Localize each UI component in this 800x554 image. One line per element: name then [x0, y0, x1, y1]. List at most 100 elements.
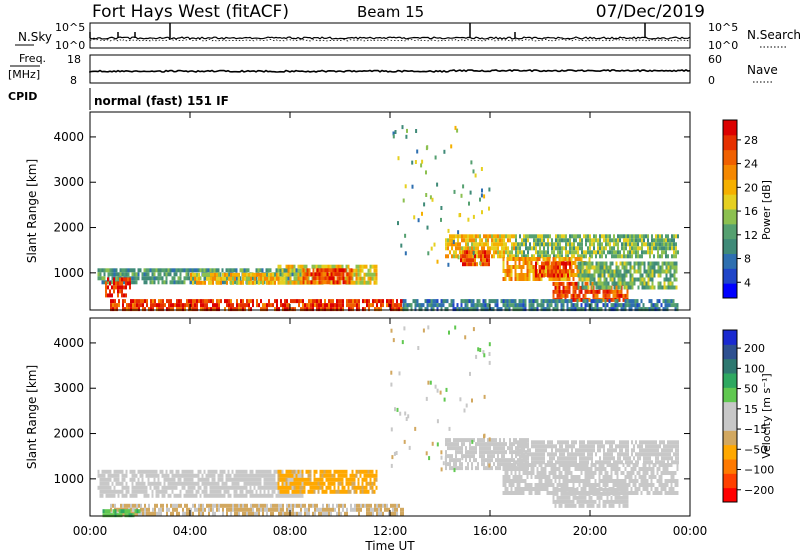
data-cell: [471, 462, 473, 467]
data-cell: [307, 481, 310, 486]
data-cell: [495, 242, 497, 247]
data-cell: [322, 276, 325, 281]
data-cell: [157, 268, 160, 273]
data-cell: [535, 234, 537, 239]
data-cell: [325, 489, 328, 494]
data-cell: [135, 493, 138, 498]
data-cell: [340, 503, 342, 508]
data-cell: [277, 477, 280, 482]
data-cell: [339, 264, 342, 269]
data-cell: [141, 473, 144, 478]
data-cell: [466, 250, 468, 255]
data-cell: [421, 211, 423, 216]
data-cell: [569, 452, 571, 457]
data-cell: [547, 460, 549, 465]
data-cell: [420, 163, 423, 168]
data-cell: [550, 277, 553, 281]
data-cell: [667, 456, 669, 461]
data-cell: [449, 454, 451, 459]
data-cell: [607, 285, 610, 290]
data-cell: [615, 250, 617, 255]
data-cell: [317, 485, 320, 490]
data-cell: [503, 234, 505, 239]
data-cell: [634, 307, 637, 312]
data-cell: [168, 507, 170, 512]
data-cell: [235, 481, 238, 486]
data-cell: [651, 261, 654, 266]
data-cell: [541, 448, 543, 453]
data-cell: [310, 307, 312, 312]
data-cell: [517, 462, 519, 467]
data-cell: [117, 285, 119, 290]
data-cell: [570, 281, 573, 286]
data-cell: [414, 303, 417, 308]
data-cell: [125, 473, 128, 478]
data-cell: [208, 276, 210, 281]
data-cell: [574, 293, 577, 298]
data-cell: [527, 238, 529, 243]
data-cell: [573, 238, 575, 243]
data-cell: [614, 479, 617, 483]
data-cell: [185, 272, 188, 277]
data-cell: [533, 234, 535, 239]
data-cell: [185, 489, 188, 494]
data-cell: [560, 277, 563, 281]
data-cell: [239, 268, 242, 273]
data-cell: [141, 272, 144, 277]
data-cell: [312, 303, 314, 308]
data-cell: [336, 280, 339, 285]
data-cell: [518, 483, 521, 487]
data-cell: [557, 273, 559, 278]
data-cell: [647, 281, 650, 286]
data-cell: [101, 485, 104, 490]
data-cell: [618, 293, 621, 298]
data-cell: [669, 440, 671, 445]
data-cell: [221, 481, 224, 486]
data-cell: [611, 456, 613, 461]
data-cell: [514, 479, 517, 483]
data-cell: [469, 458, 471, 463]
data-cell: [615, 273, 618, 278]
data-cell: [270, 280, 272, 285]
data-cell: [594, 293, 597, 298]
data-cell: [247, 473, 250, 478]
data-cell: [600, 467, 603, 471]
data-cell: [579, 246, 581, 251]
data-cell: [376, 299, 378, 304]
data-cell: [579, 242, 581, 247]
data-cell: [296, 299, 298, 304]
data-cell: [263, 477, 266, 482]
data-cell: [394, 307, 396, 312]
data-cell: [165, 272, 168, 277]
data-cell: [315, 485, 318, 490]
data-cell: [360, 503, 362, 508]
data-cell: [547, 254, 549, 259]
data-cell: [196, 299, 198, 304]
data-cell: [348, 299, 350, 304]
data-cell: [315, 481, 318, 486]
data-cell: [338, 299, 340, 304]
data-cell: [602, 297, 605, 302]
data-cell: [613, 277, 616, 282]
data-cell: [625, 460, 627, 465]
data-cell: [232, 303, 234, 308]
data-cell: [506, 273, 509, 277]
data-cell: [479, 242, 481, 247]
data-cell: [542, 307, 545, 312]
data-cell: [546, 299, 549, 304]
data-cell: [153, 280, 156, 285]
data-cell: [147, 477, 150, 482]
data-cell: [318, 280, 321, 285]
data-cell: [344, 503, 346, 508]
data-cell: [292, 511, 294, 516]
data-cell: [336, 307, 338, 312]
data-cell: [266, 511, 268, 516]
data-cell: [552, 463, 555, 467]
y-tick-label: 3000: [53, 175, 84, 189]
data-cell: [533, 440, 535, 445]
data-cell: [484, 299, 487, 304]
data-cell: [553, 452, 555, 457]
data-cell: [312, 272, 315, 277]
data-cell: [578, 483, 581, 487]
data-cell: [451, 234, 453, 239]
